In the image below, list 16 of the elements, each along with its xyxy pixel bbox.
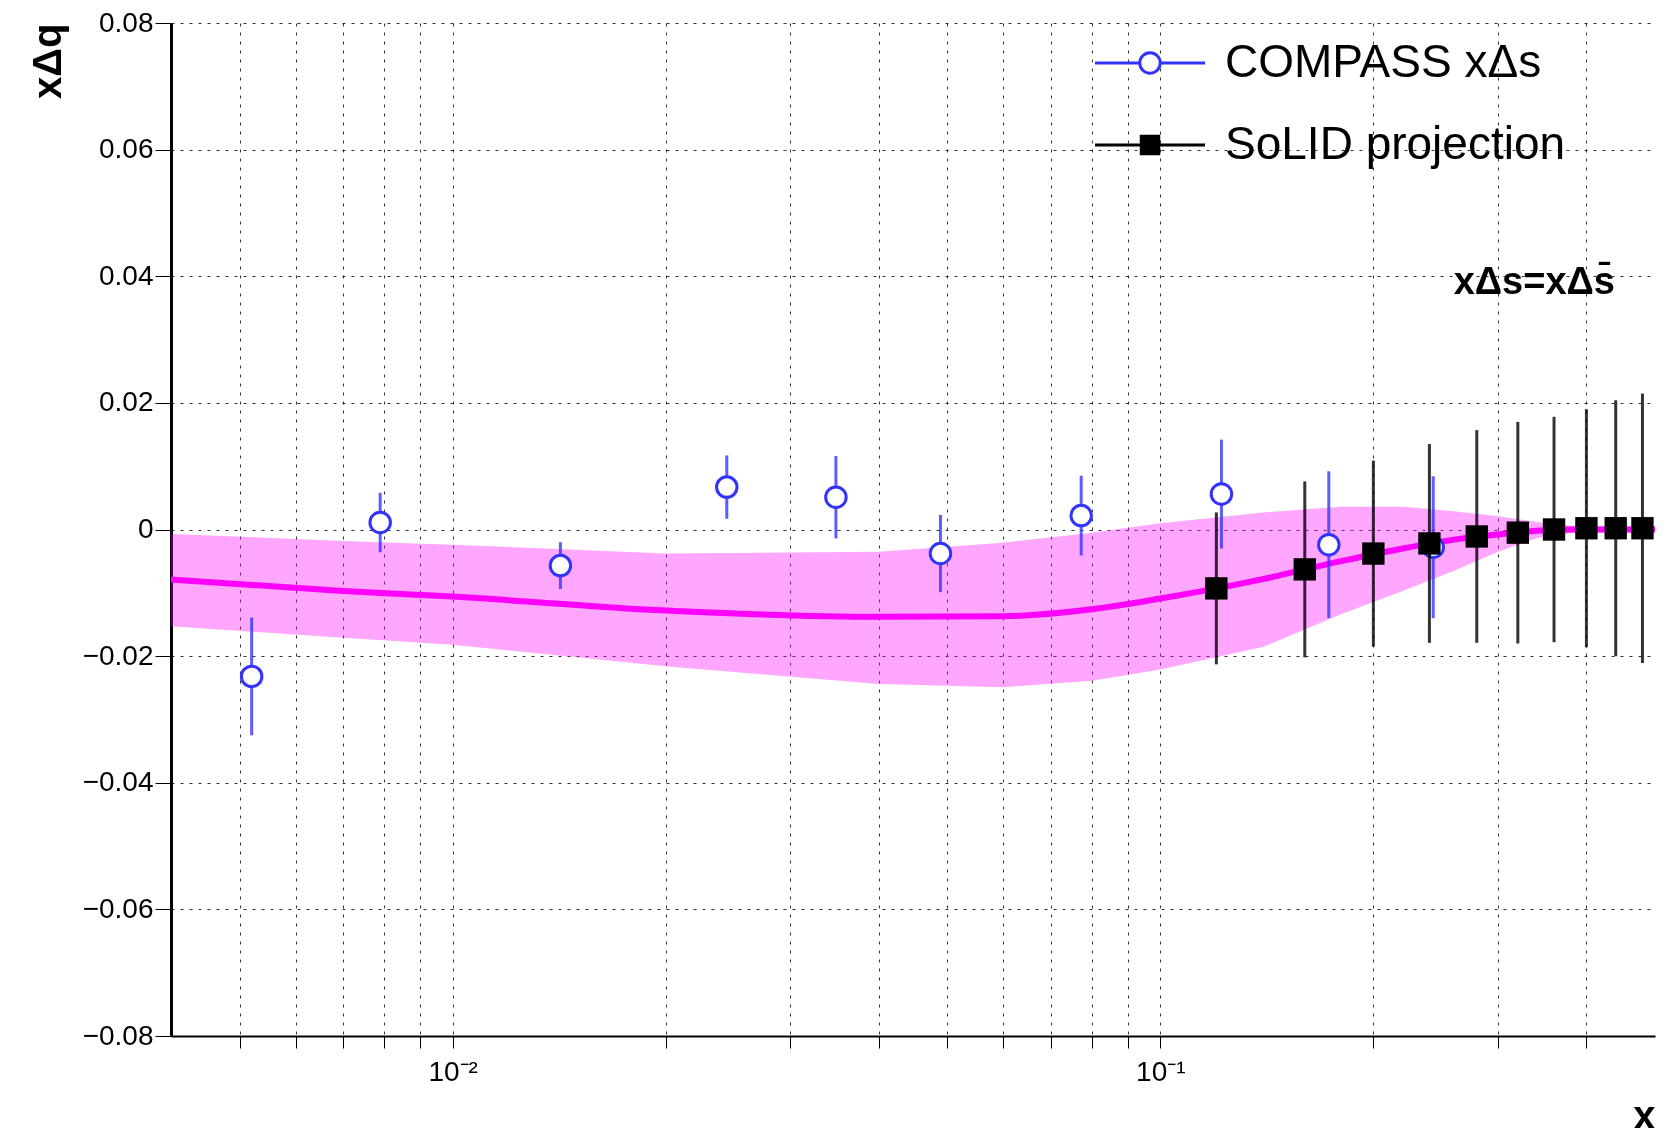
- y-tick-label: 0.06: [99, 133, 154, 165]
- legend-label: SoLID projection: [1225, 117, 1566, 169]
- y-tick-label: 0: [137, 513, 154, 544]
- legend-label: COMPASS xΔs: [1225, 35, 1542, 87]
- x-tick-label: 10⁻²: [428, 1055, 478, 1087]
- annotation: xΔs=xΔs̄: [1453, 260, 1615, 302]
- y-tick-label: 0.08: [99, 6, 154, 38]
- y-tick-label: −0.08: [82, 1019, 154, 1051]
- y-tick-label: −0.04: [82, 766, 154, 798]
- x-tick-label: 10⁻¹: [1136, 1055, 1186, 1087]
- y-tick-label: −0.02: [82, 639, 154, 671]
- y-tick-label: 0.04: [99, 259, 154, 291]
- y-tick-label: 0.02: [99, 386, 154, 418]
- y-axis-title: xΔq: [24, 23, 69, 99]
- x-axis-title: x: [1633, 1092, 1656, 1128]
- y-tick-label: −0.06: [82, 892, 154, 924]
